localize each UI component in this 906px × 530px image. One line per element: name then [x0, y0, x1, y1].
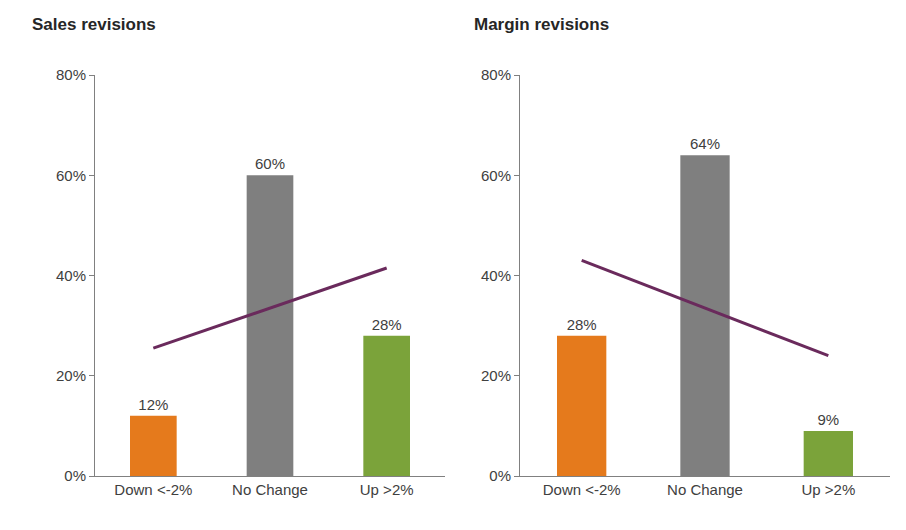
svg-text:60%: 60%	[481, 167, 511, 184]
svg-text:60%: 60%	[56, 167, 86, 184]
svg-text:0%: 0%	[489, 467, 511, 484]
svg-text:9%: 9%	[817, 411, 839, 428]
svg-text:20%: 20%	[481, 367, 511, 384]
svg-text:Up >2%: Up >2%	[801, 481, 855, 498]
svg-text:Down <-2%: Down <-2%	[543, 481, 621, 498]
svg-text:80%: 80%	[56, 66, 86, 83]
svg-text:Sales revisions: Sales revisions	[32, 15, 156, 34]
svg-text:Down <-2%: Down <-2%	[114, 481, 192, 498]
svg-text:40%: 40%	[56, 267, 86, 284]
svg-text:No Change: No Change	[667, 481, 743, 498]
svg-text:28%: 28%	[567, 316, 597, 333]
svg-text:0%: 0%	[64, 467, 86, 484]
svg-text:40%: 40%	[481, 267, 511, 284]
svg-text:Margin revisions: Margin revisions	[474, 15, 609, 34]
svg-text:64%: 64%	[690, 135, 720, 152]
svg-text:12%: 12%	[138, 396, 168, 413]
svg-text:28%: 28%	[372, 316, 402, 333]
svg-text:Up >2%: Up >2%	[360, 481, 414, 498]
svg-text:20%: 20%	[56, 367, 86, 384]
svg-text:No Change: No Change	[232, 481, 308, 498]
svg-text:80%: 80%	[481, 66, 511, 83]
svg-text:60%: 60%	[255, 155, 285, 172]
